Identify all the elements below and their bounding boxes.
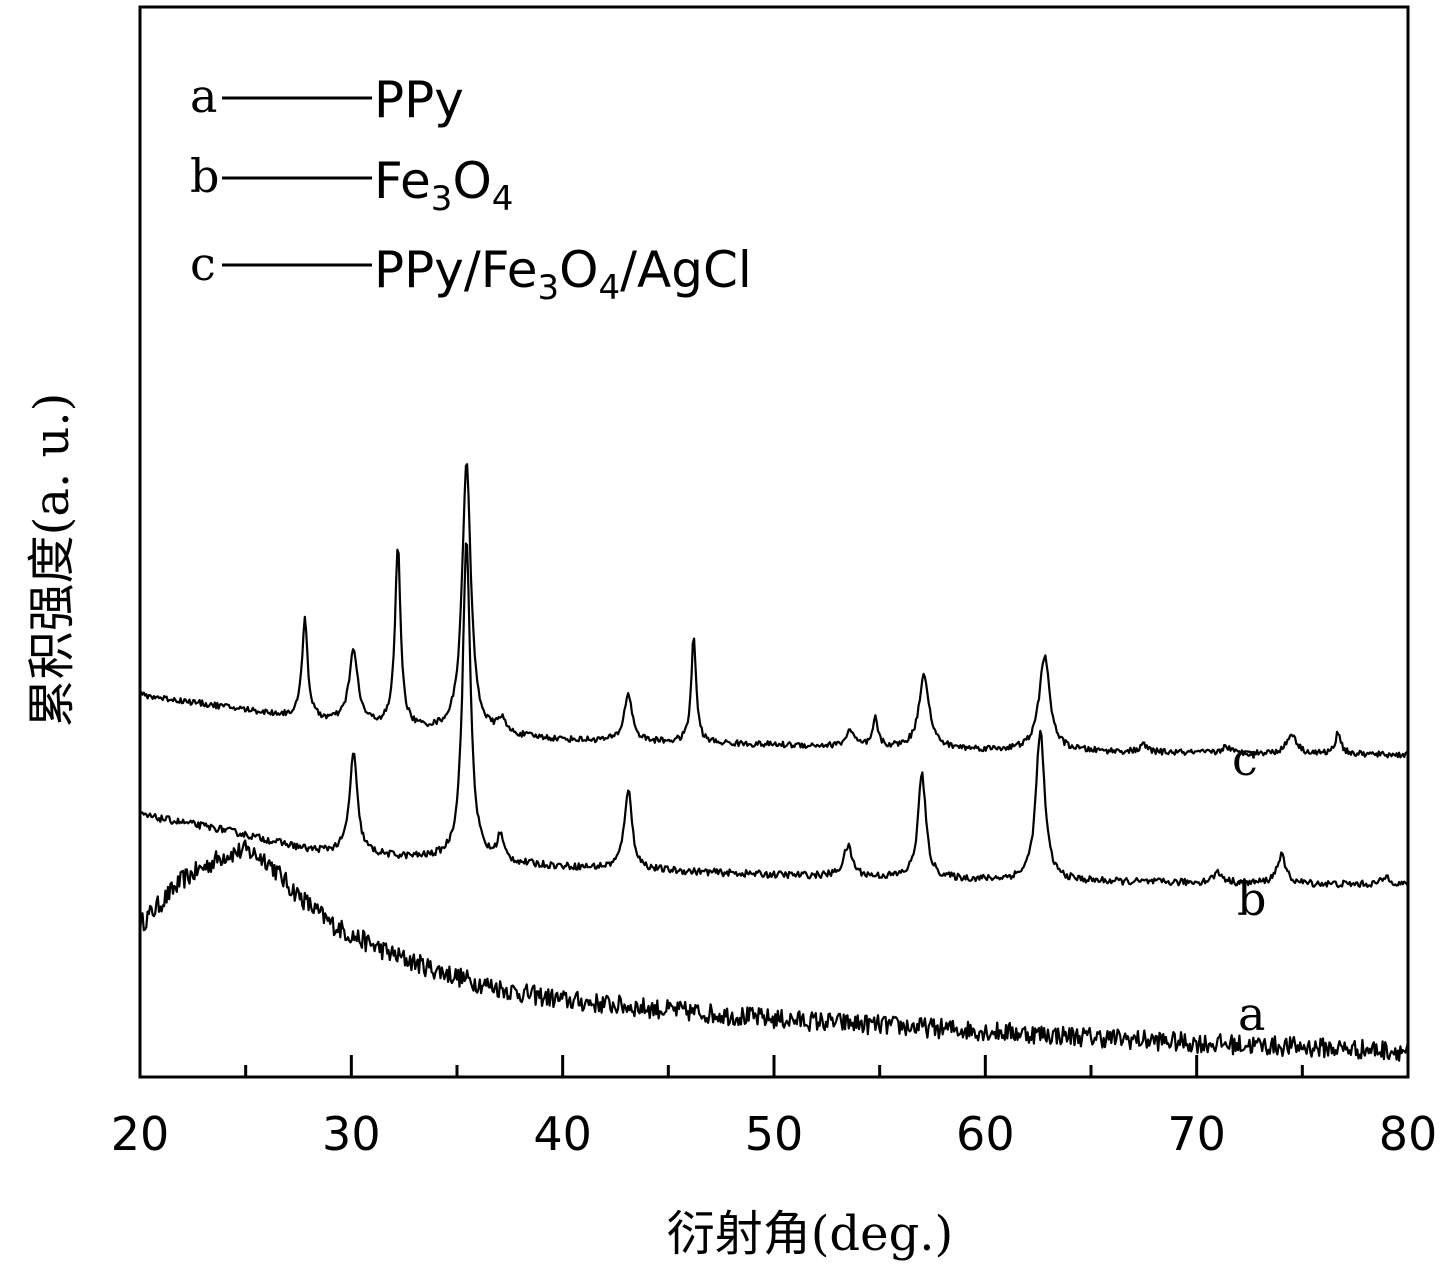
legend-key-b: b bbox=[190, 149, 219, 203]
x-axis-title: 衍射角(deg.) bbox=[667, 1206, 954, 1262]
plot-frame bbox=[138, 5, 1410, 1079]
legend-key-a: a bbox=[190, 69, 217, 123]
x-tick-label: 50 bbox=[745, 1107, 804, 1161]
x-tick-label: 30 bbox=[322, 1107, 381, 1161]
series-b-line bbox=[139, 542, 1409, 889]
curve-label-c: c bbox=[1232, 732, 1258, 786]
x-tick-label: 80 bbox=[1379, 1107, 1438, 1161]
legend-label-a: PPy bbox=[374, 71, 464, 129]
curves-group bbox=[138, 463, 1410, 1062]
curve-label-b: b bbox=[1237, 872, 1266, 926]
legend-label-c: PPy/Fe3O4/AgCl bbox=[374, 241, 752, 308]
legend-label-b: Fe3O4 bbox=[374, 152, 513, 219]
x-axis: 20 30 40 50 60 70 80 bbox=[111, 1055, 1438, 1161]
curve-label-a: a bbox=[1238, 987, 1265, 1041]
series-c-line bbox=[138, 463, 1409, 759]
x-tick-label: 60 bbox=[956, 1107, 1015, 1161]
x-tick-label: 70 bbox=[1167, 1107, 1226, 1161]
x-tick-label: 20 bbox=[111, 1107, 170, 1161]
x-tick-label: 40 bbox=[533, 1107, 592, 1161]
series-a-line bbox=[138, 839, 1410, 1062]
legend-key-c: c bbox=[190, 237, 216, 291]
legend: a PPy b Fe3O4 c PPy/Fe3O4/AgCl bbox=[190, 69, 752, 308]
y-axis-title: 累积强度(a. u.) bbox=[24, 393, 80, 728]
